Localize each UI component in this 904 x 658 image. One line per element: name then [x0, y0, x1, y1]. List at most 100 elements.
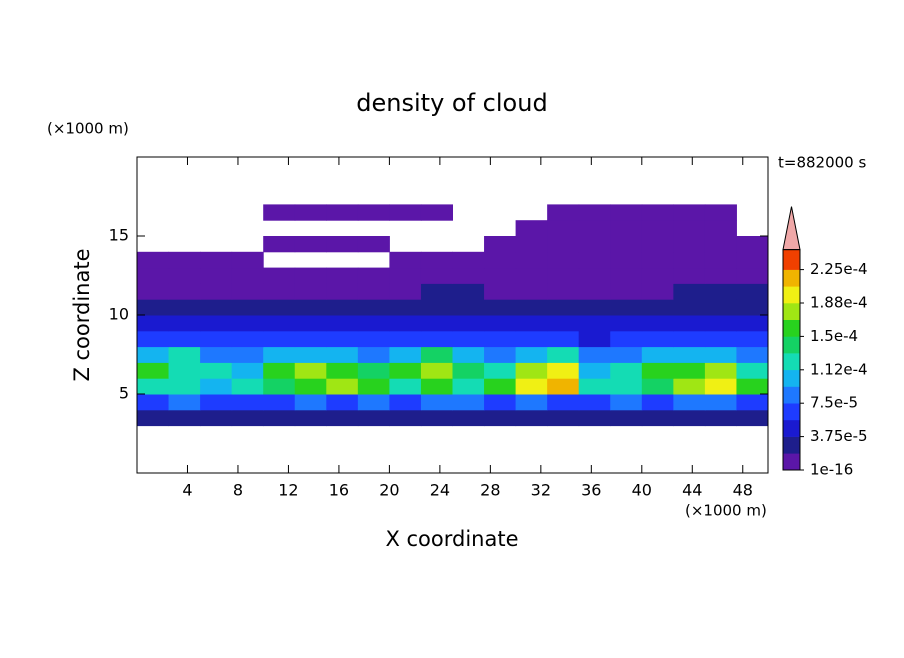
- contour-cell: [452, 409, 485, 427]
- contour-cell: [231, 299, 264, 316]
- contour-cell: [231, 409, 264, 427]
- contour-cell: [200, 299, 233, 316]
- contour-cell: [420, 346, 453, 363]
- contour-cell: [704, 330, 737, 348]
- x-tick-label: 16: [329, 481, 349, 500]
- contour-cell: [357, 409, 390, 427]
- contour-cell: [263, 315, 296, 332]
- contour-cell: [515, 315, 548, 332]
- contour-cell: [736, 299, 769, 316]
- contour-cell: [137, 362, 170, 379]
- contour-cell: [578, 378, 611, 395]
- contour-cell: [294, 283, 327, 300]
- contour-cell: [704, 362, 737, 379]
- contour-cell: [294, 330, 327, 348]
- contour-cell: [231, 315, 264, 332]
- contour-cell: [547, 283, 580, 300]
- contour-cell: [578, 283, 611, 300]
- colorbar-tick-label: 1e-16: [810, 461, 853, 479]
- contour-cell: [389, 315, 422, 332]
- contour-cell: [515, 299, 548, 316]
- contour-cell: [578, 330, 611, 348]
- contour-cell: [231, 330, 264, 348]
- contour-cell: [578, 236, 611, 253]
- contour-cell: [137, 283, 170, 300]
- contour-cell: [515, 267, 548, 284]
- contour-cell: [357, 204, 390, 221]
- x-tick-label: 12: [278, 481, 298, 500]
- contour-cell: [137, 409, 170, 427]
- contour-cell: [578, 346, 611, 363]
- contour-cell: [420, 362, 453, 379]
- contour-cell: [515, 251, 548, 269]
- contour-cell: [200, 283, 233, 300]
- contour-cell: [578, 220, 611, 237]
- contour-cell: [326, 236, 359, 253]
- contour-cell: [263, 283, 296, 300]
- contour-cell: [610, 378, 643, 395]
- colorbar-tick-label: 2.25e-4: [810, 260, 868, 278]
- contour-cell: [168, 267, 201, 284]
- y-tick-label: 5: [119, 384, 129, 403]
- contour-cell: [736, 346, 769, 363]
- contour-cell: [547, 267, 580, 284]
- contour-cell: [704, 409, 737, 427]
- contour-cell: [641, 299, 674, 316]
- colorbar-tick-label: 1.5e-4: [810, 327, 858, 345]
- contour-cell: [515, 362, 548, 379]
- contour-cell: [231, 378, 264, 395]
- contour-cell: [578, 394, 611, 411]
- contour-cell: [610, 267, 643, 284]
- colorbar-swatch: [783, 369, 800, 387]
- contour-cell: [515, 220, 548, 237]
- contour-cell: [389, 204, 422, 221]
- contour-cell: [263, 330, 296, 348]
- contour-cell: [326, 204, 359, 221]
- colorbar-tick-label: 1.12e-4: [810, 360, 868, 378]
- contour-cell: [452, 315, 485, 332]
- contour-cell: [515, 378, 548, 395]
- colorbar-swatch: [783, 386, 800, 404]
- contour-cell: [547, 330, 580, 348]
- contour-cell: [673, 299, 706, 316]
- contour-cell: [420, 267, 453, 284]
- contour-cell: [547, 362, 580, 379]
- x-axis-label: X coordinate: [385, 527, 518, 551]
- x-unit: (×1000 m): [685, 502, 767, 520]
- contour-cell: [263, 267, 296, 284]
- contour-cell: [484, 346, 517, 363]
- contour-cell: [357, 315, 390, 332]
- contour-cell: [137, 346, 170, 363]
- contour-cell: [673, 315, 706, 332]
- contour-cell: [704, 394, 737, 411]
- y-tick-label: 10: [109, 305, 129, 324]
- contour-cell: [673, 362, 706, 379]
- contour-cell: [704, 220, 737, 237]
- contour-cell: [610, 236, 643, 253]
- contour-cell: [641, 346, 674, 363]
- contour-cell: [294, 378, 327, 395]
- x-tick-label: 40: [632, 481, 652, 500]
- contour-cell: [610, 251, 643, 269]
- colorbar-swatch: [783, 286, 800, 304]
- contour-cell: [641, 236, 674, 253]
- contour-cell: [736, 362, 769, 379]
- contour-cell: [704, 236, 737, 253]
- contour-cell: [578, 362, 611, 379]
- x-tick-label: 24: [430, 481, 450, 500]
- contour-cell: [168, 346, 201, 363]
- x-tick-label: 4: [182, 481, 192, 500]
- contour-cell: [231, 362, 264, 379]
- contour-cell: [515, 283, 548, 300]
- contour-cell: [736, 236, 769, 253]
- contour-cell: [578, 409, 611, 427]
- contour-cell: [736, 409, 769, 427]
- contour-cell: [137, 267, 170, 284]
- colorbar-swatch: [783, 419, 800, 437]
- contour-cell: [547, 346, 580, 363]
- contour-cell: [389, 299, 422, 316]
- x-tick-label: 44: [682, 481, 702, 500]
- contour-cell: [736, 267, 769, 284]
- contour-cell: [294, 267, 327, 284]
